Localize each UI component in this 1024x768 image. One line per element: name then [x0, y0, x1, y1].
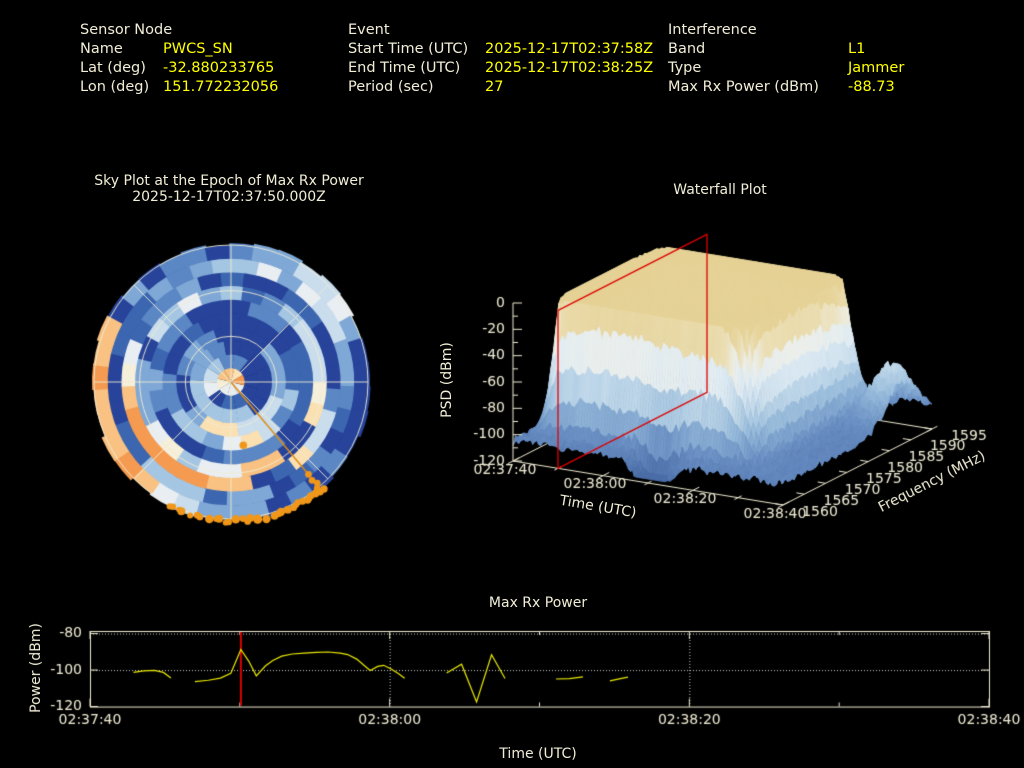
power-y-axis-label: Power (dBm) — [28, 623, 44, 713]
sensor-name-label: Name — [80, 41, 123, 57]
sky-plot-title-line1: Sky Plot at the Epoch of Max Rx Power — [94, 173, 364, 189]
sensor-lon-row: Lon (deg) 151.772232056 — [80, 78, 278, 97]
sky-plot-canvas — [50, 225, 420, 535]
interference-power-value: -88.73 — [848, 79, 895, 95]
event-period-label: Period (sec) — [348, 79, 434, 95]
interference-power-label: Max Rx Power (dBm) — [668, 79, 819, 95]
waterfall-z-axis-label: PSD (dBm) — [439, 342, 455, 418]
sky-plot-title: Sky Plot at the Epoch of Max Rx Power 20… — [94, 173, 363, 205]
event-end-value: 2025-12-17T02:38:25Z — [485, 60, 654, 76]
interference-title: Interference — [668, 22, 757, 38]
interference-type-row: Type Jammer — [668, 59, 904, 78]
event-start-value: 2025-12-17T02:37:58Z — [485, 41, 654, 57]
sensor-lon-value: 151.772232056 — [163, 79, 279, 95]
sensor-node-title: Sensor Node — [80, 22, 173, 38]
sensor-lat-value: -32.880233765 — [163, 60, 275, 76]
event-period-value: 27 — [485, 79, 504, 95]
waterfall-title-text: Waterfall Plot — [673, 182, 767, 198]
power-chart-canvas — [0, 560, 1024, 760]
event-panel: Event Start Time (UTC) 2025-12-17T02:37:… — [348, 21, 653, 97]
interference-band-label: Band — [668, 41, 706, 57]
event-end-label: End Time (UTC) — [348, 60, 461, 76]
event-end-row: End Time (UTC) 2025-12-17T02:38:25Z — [348, 59, 653, 78]
sensor-lat-row: Lat (deg) -32.880233765 — [80, 59, 278, 78]
event-period-row: Period (sec) 27 — [348, 78, 653, 97]
waterfall-canvas — [430, 210, 1024, 540]
sensor-name-row: Name PWCS_SN — [80, 40, 278, 59]
sensor-lat-label: Lat (deg) — [80, 60, 146, 76]
sensor-lon-label: Lon (deg) — [80, 79, 150, 95]
interference-power-row: Max Rx Power (dBm) -88.73 — [668, 78, 904, 97]
interference-panel: Interference Band L1 Type Jammer Max Rx … — [668, 21, 904, 97]
power-x-axis-label-text: Time (UTC) — [499, 746, 577, 762]
event-start-row: Start Time (UTC) 2025-12-17T02:37:58Z — [348, 40, 653, 59]
sensor-node-panel: Sensor Node Name PWCS_SN Lat (deg) -32.8… — [80, 21, 278, 97]
sensor-name-value: PWCS_SN — [163, 41, 233, 57]
interference-band-row: Band L1 — [668, 40, 904, 59]
event-start-label: Start Time (UTC) — [348, 41, 469, 57]
interference-type-label: Type — [668, 60, 702, 76]
sky-plot-title-line2: 2025-12-17T02:37:50.000Z — [132, 189, 326, 205]
interference-band-value: L1 — [848, 41, 866, 57]
interference-type-value: Jammer — [848, 60, 905, 76]
event-title: Event — [348, 22, 390, 38]
